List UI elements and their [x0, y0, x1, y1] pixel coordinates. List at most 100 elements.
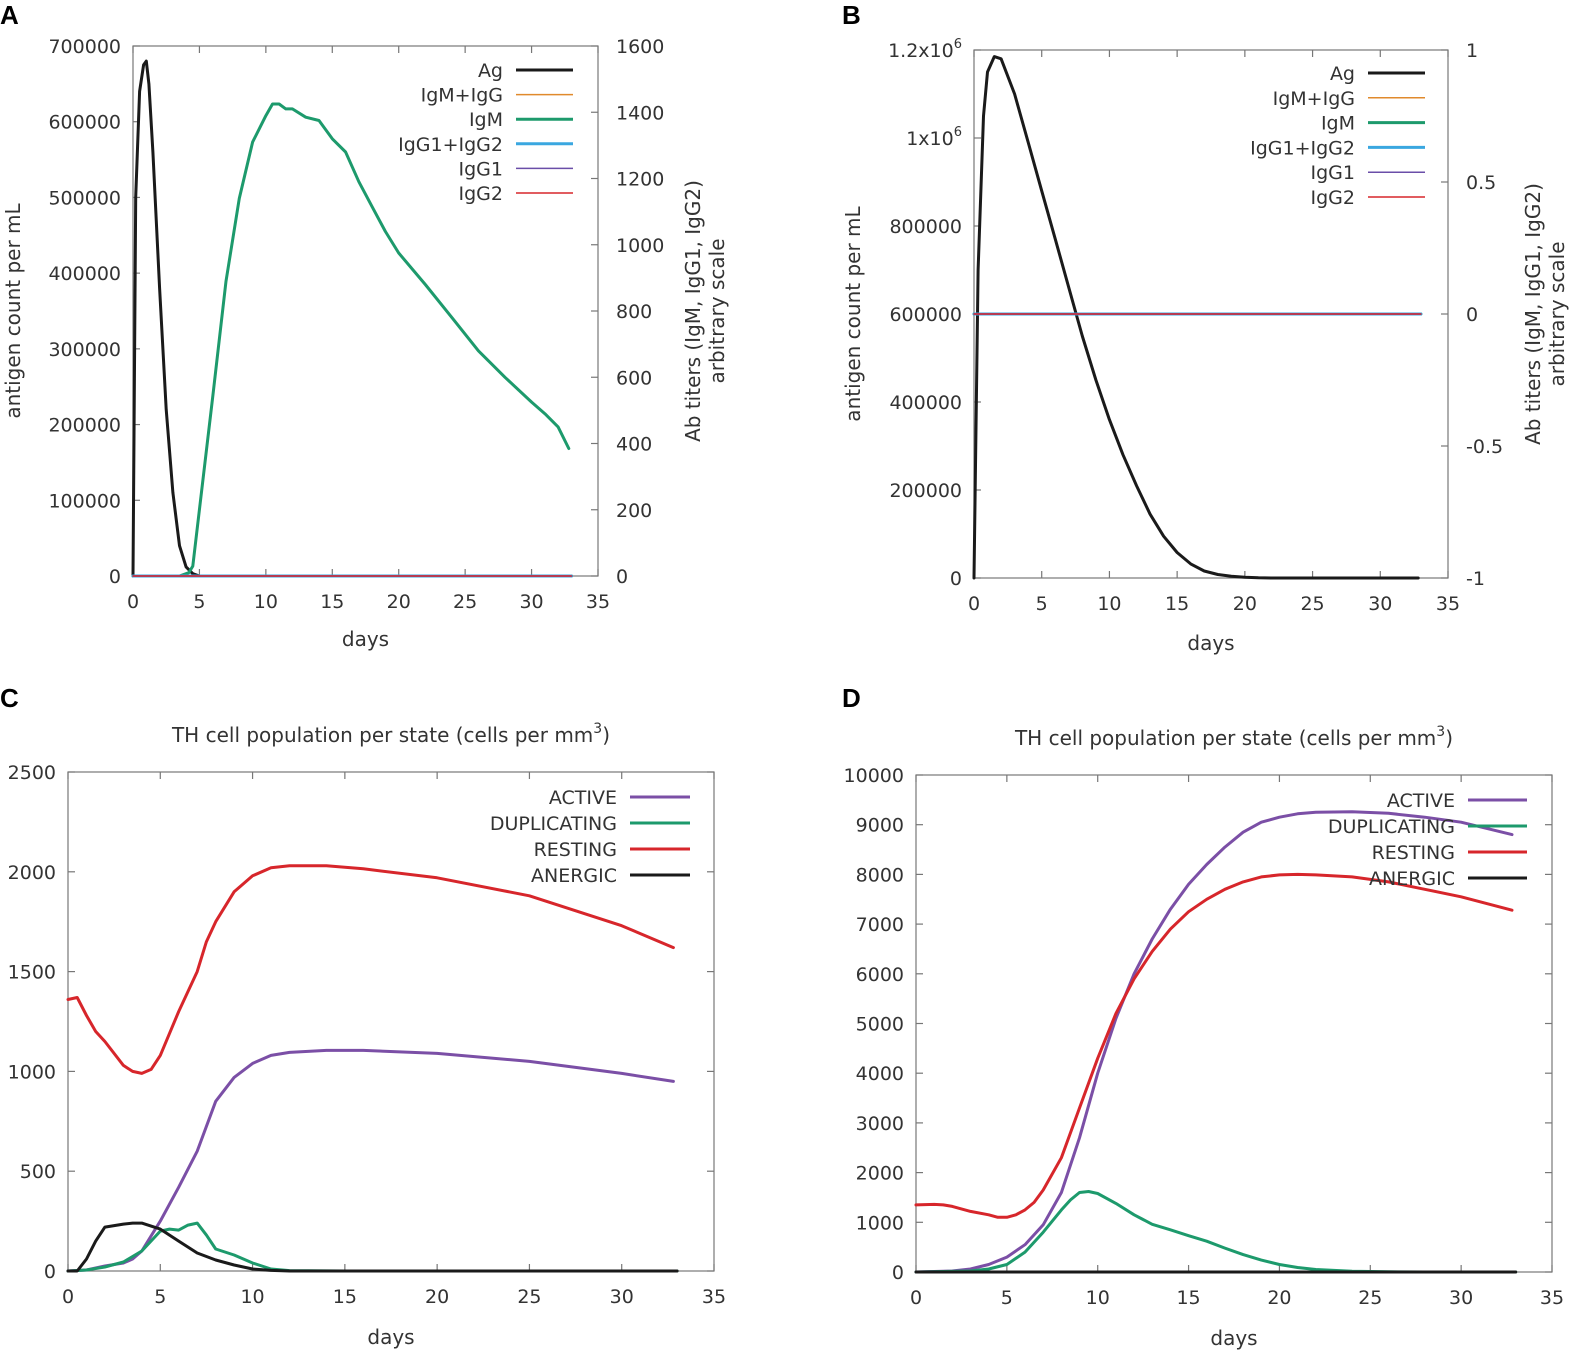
y2-tick-label: 0.5: [1466, 172, 1496, 194]
x-tick-label: 30: [519, 591, 543, 613]
x-tick-label: 10: [1097, 593, 1121, 615]
legend-label: RESTING: [534, 839, 617, 861]
y2-tick-label: 1: [1466, 40, 1478, 62]
chart-panel-d: 0 5 10 15 20 25 30 35 0 1000 2000 3000 4000 5000 6000 7…: [844, 724, 1565, 1350]
legend-label: IgG1: [459, 158, 503, 180]
legend-label: DUPLICATING: [1328, 816, 1455, 838]
y-tick-label: 500: [20, 1161, 56, 1183]
x-tick-label: 10: [1086, 1287, 1110, 1309]
y2-tick-label: 800: [616, 301, 652, 323]
y-tick-label: 700000: [48, 36, 121, 58]
y-tick-label: 300000: [48, 339, 121, 361]
y-tick-label: 2000: [8, 862, 56, 884]
series-line-resting: [66, 864, 675, 1075]
y2-tick-label: -0.5: [1466, 436, 1503, 458]
y2-axis-label: Ab titers (IgM, IgG1, IgG2): [1521, 183, 1545, 445]
series-line-active: [914, 810, 1514, 1274]
y-tick-label: 1.2x106: [888, 37, 962, 62]
legend-label: IgG1+IgG2: [398, 134, 503, 156]
y2-axis-label: arbitrary scale: [1545, 242, 1569, 387]
y-tick-label: 8000: [856, 864, 904, 886]
x-tick-label: 30: [1449, 1287, 1473, 1309]
x-tick-label: 35: [586, 591, 610, 613]
y-tick-label: 400000: [889, 392, 962, 414]
y2-tick-label: 200: [616, 500, 652, 522]
y2-tick-label: 600: [616, 367, 652, 389]
x-tick-label: 35: [702, 1286, 726, 1308]
x-tick-label: 35: [1436, 593, 1460, 615]
x-tick-label: 15: [1165, 593, 1189, 615]
y-tick-label: 600000: [48, 112, 121, 134]
legend-label: ACTIVE: [1387, 790, 1455, 812]
x-tick-label: 0: [62, 1286, 74, 1308]
x-tick-label: 35: [1540, 1287, 1564, 1309]
y2-tick-label: 1600: [616, 36, 664, 58]
legend-label: IgG2: [1311, 187, 1355, 209]
y-tick-label: 3000: [856, 1113, 904, 1135]
x-tick-label: 5: [193, 591, 205, 613]
legend-label: ACTIVE: [549, 787, 617, 809]
x-tick-label: 30: [610, 1286, 634, 1308]
x-tick-label: 25: [1358, 1287, 1382, 1309]
y-tick-label: 2500: [8, 762, 56, 784]
x-tick-label: 5: [1036, 593, 1048, 615]
y2-axis-label: Ab titers (IgM, IgG1, IgG2): [681, 180, 705, 442]
legend-label: IgM+IgG: [421, 85, 503, 107]
legend-label: IgG2: [459, 183, 503, 205]
series-line-resting: [914, 872, 1514, 1219]
x-tick-label: 15: [333, 1286, 357, 1308]
x-tick-label: 30: [1368, 593, 1392, 615]
x-axis-label: days: [367, 1325, 414, 1349]
y-tick-label: 4000: [856, 1063, 904, 1085]
y2-tick-label: 1000: [616, 235, 664, 257]
y-tick-label: 600000: [889, 304, 962, 326]
x-tick-label: 25: [453, 591, 477, 613]
panel-label-b: B: [842, 0, 861, 30]
plot-frame: [67, 771, 715, 1272]
x-tick-label: 15: [320, 591, 344, 613]
y-tick-label: 6000: [856, 964, 904, 986]
y-axis-label: antigen count per mL: [1, 202, 25, 418]
x-tick-label: 20: [1267, 1287, 1291, 1309]
legend-label: ANERGIC: [1369, 868, 1455, 890]
plot-frame: [132, 45, 599, 577]
legend-label: IgM: [469, 109, 503, 131]
y2-tick-label: 1400: [616, 102, 664, 124]
legend-label: IgG1: [1311, 162, 1355, 184]
y-tick-label: 10000: [844, 765, 904, 787]
y-tick-label: 200000: [889, 480, 962, 502]
panel-label-d: D: [842, 683, 861, 713]
chart-panel-b: 0 5 10 15 20 25 30 3502000004000006000008000001…: [841, 37, 1569, 655]
y2-tick-label: 0: [1466, 304, 1478, 326]
y-tick-label: 1000: [8, 1061, 56, 1083]
y-tick-label: 0: [892, 1262, 904, 1284]
y2-tick-label: -1: [1466, 568, 1485, 590]
y-tick-label: 1500: [8, 962, 56, 984]
chart-panel-c: 0 5 10 15 20 25 30 35 0 500 1000 1500 2000 2500 days TH…: [8, 721, 726, 1349]
panel-label-a: A: [0, 0, 19, 30]
y-tick-label: 1000: [856, 1212, 904, 1234]
y2-axis-label: arbitrary scale: [705, 239, 729, 384]
y-tick-label: 7000: [856, 914, 904, 936]
legend-label: ANERGIC: [531, 865, 617, 887]
y-tick-label: 0: [109, 566, 121, 588]
y-tick-label: 9000: [856, 815, 904, 837]
x-tick-label: 20: [425, 1286, 449, 1308]
series-line-duplicating: [914, 1190, 1518, 1274]
y-tick-label: 500000: [48, 187, 121, 209]
x-tick-label: 25: [517, 1286, 541, 1308]
x-tick-label: 5: [1001, 1287, 1013, 1309]
legend-label: IgM+IgG: [1273, 88, 1355, 110]
x-tick-label: 15: [1176, 1287, 1200, 1309]
legend-label: RESTING: [1372, 842, 1455, 864]
y-tick-label: 2000: [856, 1163, 904, 1185]
y-tick-label: 200000: [48, 415, 121, 437]
y-axis-label: antigen count per mL: [841, 205, 865, 421]
y-tick-label: 0: [950, 568, 962, 590]
series-line-active: [66, 1048, 675, 1273]
y2-tick-label: 0: [616, 566, 628, 588]
x-tick-label: 10: [254, 591, 278, 613]
panel-label-c: C: [0, 683, 19, 713]
y-tick-label: 0: [44, 1261, 56, 1283]
